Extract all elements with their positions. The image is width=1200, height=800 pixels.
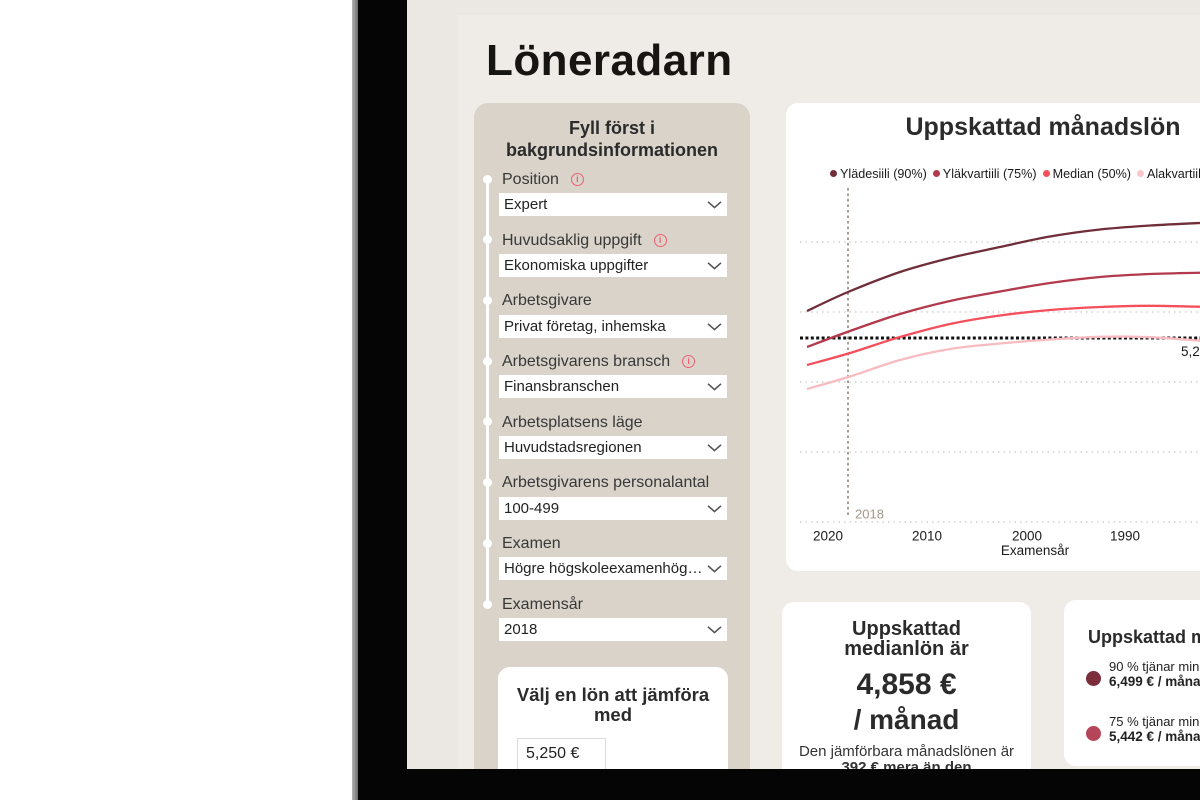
svg-text:1990: 1990 xyxy=(1110,529,1140,544)
svg-text:2020: 2020 xyxy=(813,529,843,544)
svg-text:2010: 2010 xyxy=(912,529,942,544)
svg-text:Examensår: Examensår xyxy=(1001,543,1070,558)
svg-text:2000: 2000 xyxy=(1012,529,1042,544)
svg-text:2018: 2018 xyxy=(855,507,884,522)
svg-text:5,250 €: 5,250 € xyxy=(1181,344,1200,359)
